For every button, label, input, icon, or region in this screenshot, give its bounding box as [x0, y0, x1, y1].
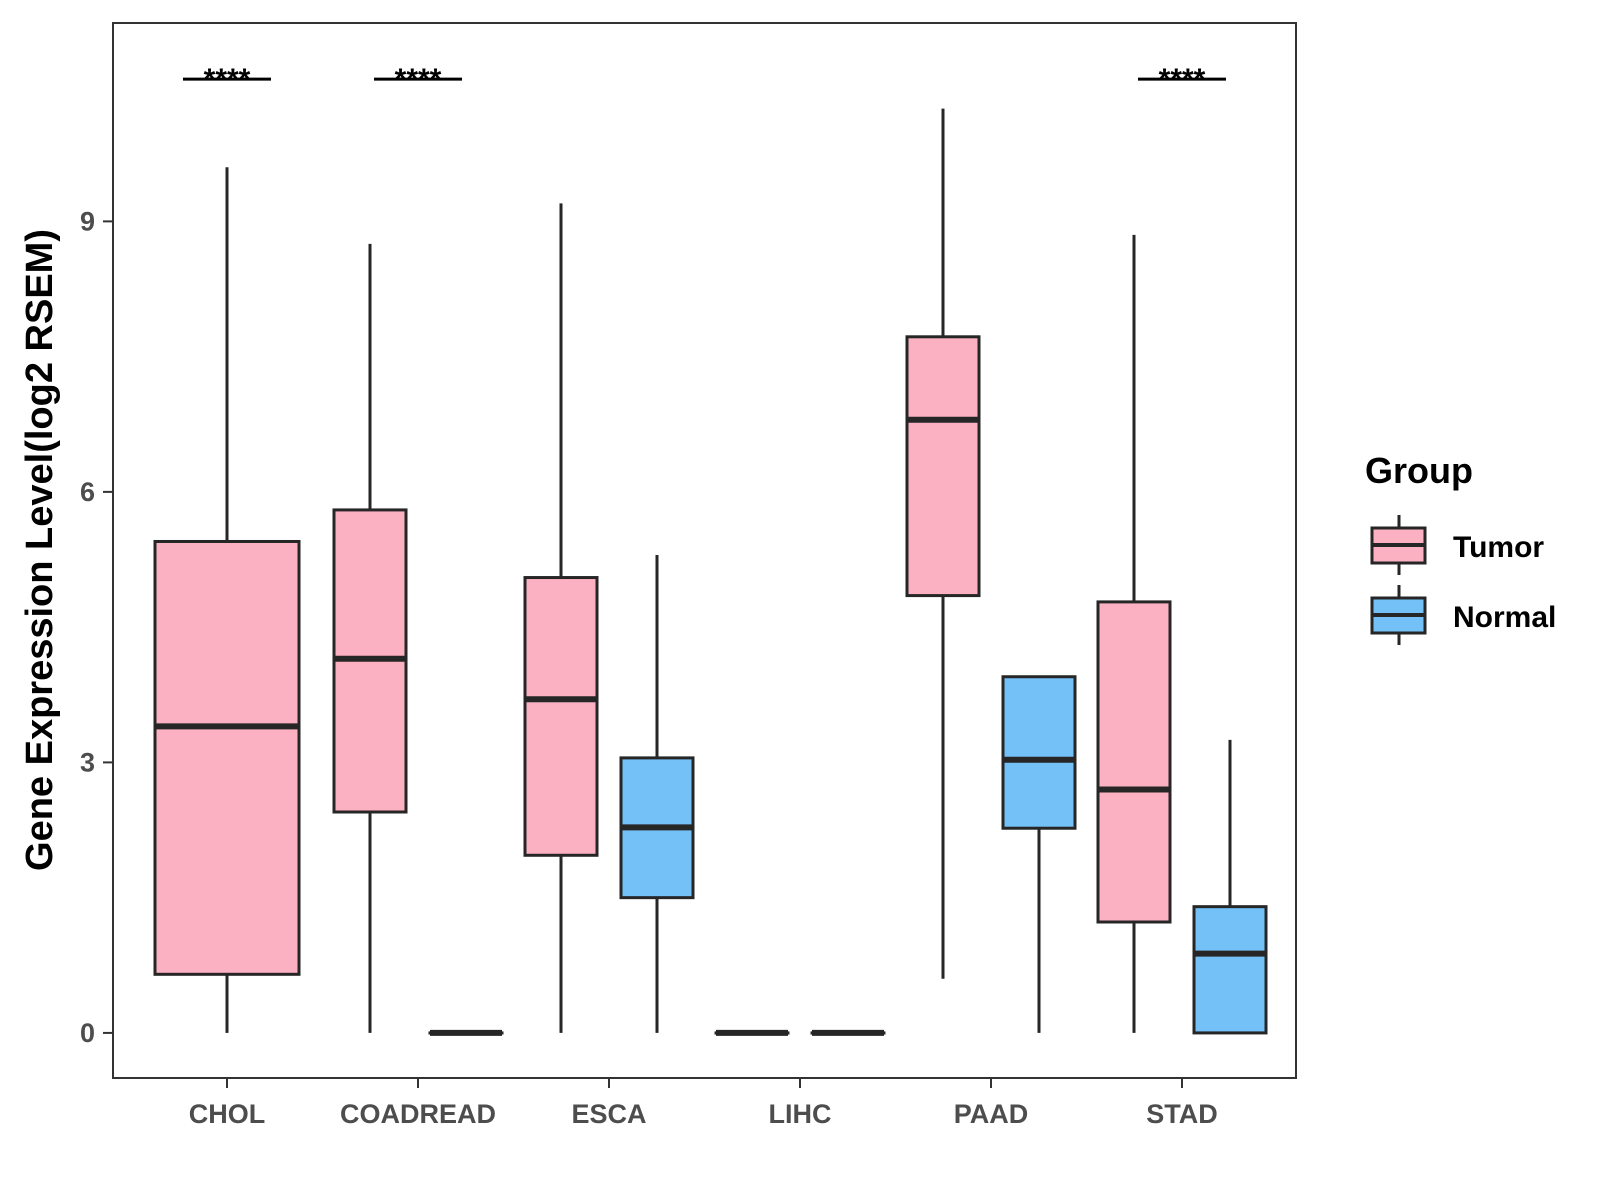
x-tick-label-paad: PAAD	[954, 1099, 1029, 1129]
legend-label-normal: Normal	[1453, 601, 1556, 634]
legend-label-tumor: Tumor	[1453, 531, 1544, 564]
box-body	[905, 335, 981, 598]
y-tick-label-0: 0	[80, 1018, 95, 1048]
boxes-layer	[153, 108, 1268, 1036]
legend-title: Group	[1365, 450, 1473, 491]
x-tick-label-chol: CHOL	[189, 1099, 266, 1129]
y-tick-label-6: 6	[80, 477, 95, 507]
box-esca-tumor	[523, 203, 599, 1033]
significance-label: ****	[395, 63, 442, 96]
x-tick-label-esca: ESCA	[571, 1099, 646, 1129]
box-body	[1096, 600, 1172, 924]
significance-annotations: **** **** ****	[183, 63, 1226, 96]
x-tick-label-stad: STAD	[1146, 1099, 1218, 1129]
plot-panel-border	[112, 22, 1297, 1079]
box-esca-normal	[619, 555, 695, 1033]
legend: Group Tumor Normal	[1365, 450, 1556, 645]
significance-coadread: ****	[374, 63, 462, 96]
box-stad-normal	[1192, 739, 1268, 1035]
y-axis: 0 3 6 9	[80, 206, 113, 1048]
y-tick-label-9: 9	[80, 206, 95, 236]
x-tick-label-lihc: LIHC	[769, 1099, 832, 1129]
box-body	[1192, 905, 1268, 1035]
box-body	[523, 576, 599, 857]
box-paad-tumor	[905, 108, 981, 979]
significance-label: ****	[1159, 63, 1206, 96]
x-tick-label-coadread: COADREAD	[340, 1099, 496, 1129]
significance-label: ****	[204, 63, 251, 96]
y-tick-label-3: 3	[80, 747, 95, 777]
significance-chol: ****	[183, 63, 271, 96]
y-axis-title: Gene Expression Level(log2 RSEM)	[19, 229, 61, 871]
significance-stad: ****	[1138, 63, 1226, 96]
legend-item-normal: Normal	[1370, 585, 1556, 645]
box-coadread-tumor	[332, 243, 408, 1033]
box-stad-tumor	[1096, 234, 1172, 1033]
box-body	[1001, 675, 1077, 830]
box-paad-normal	[1001, 675, 1077, 1033]
box-chol-tumor	[153, 167, 301, 1033]
box-body	[153, 539, 301, 976]
x-axis: CHOL COADREAD ESCA LIHC PAAD STAD	[189, 1078, 1218, 1129]
legend-item-tumor: Tumor	[1370, 515, 1544, 575]
